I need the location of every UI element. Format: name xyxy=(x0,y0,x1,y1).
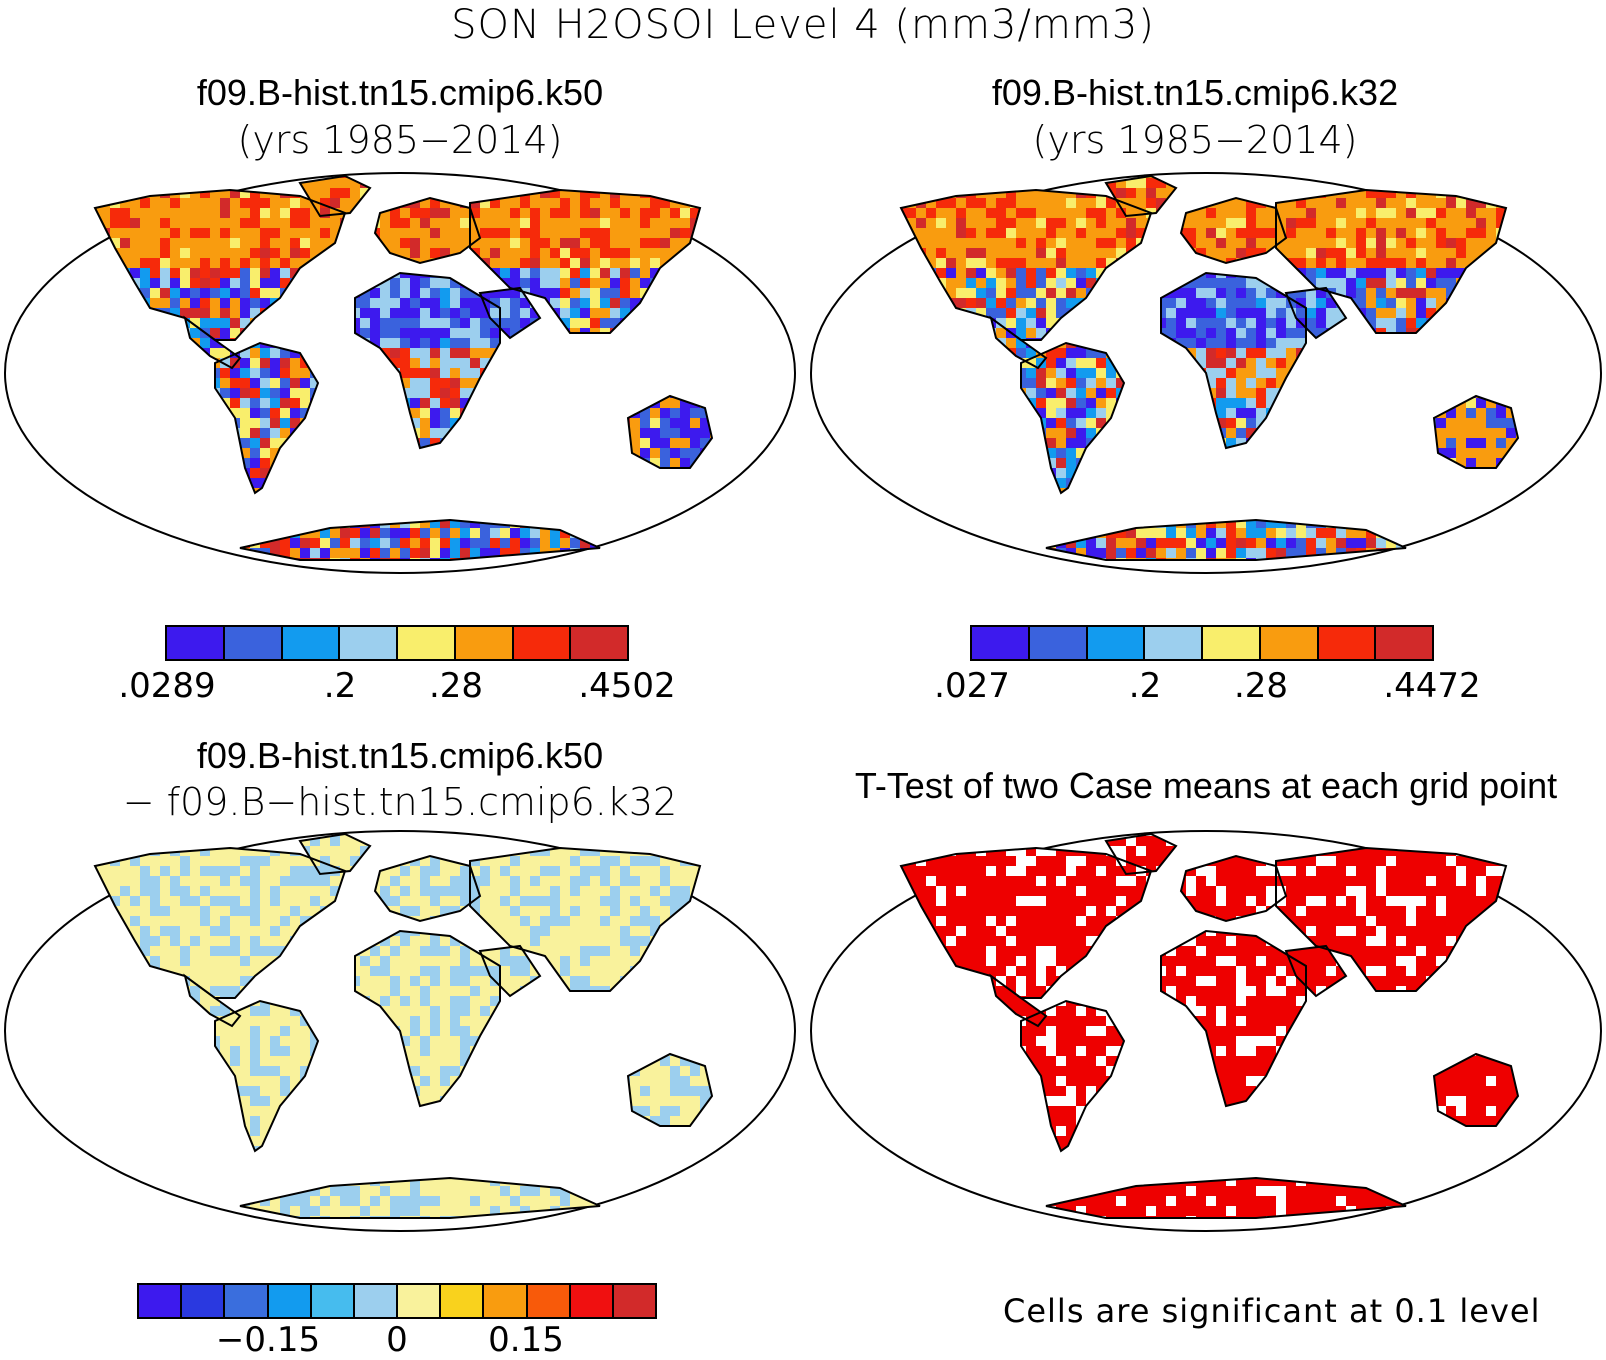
tick-label: .027 xyxy=(934,666,1010,706)
colorbar-swatch xyxy=(312,1285,355,1317)
map-top-right xyxy=(806,168,1606,578)
colorbar-swatch xyxy=(484,1285,527,1317)
colorbar-swatch xyxy=(571,627,627,659)
colorbar-swatch xyxy=(528,1285,571,1317)
colorbar-swatch xyxy=(139,1285,182,1317)
colorbar-top-right xyxy=(970,625,1434,661)
colorbar-swatch xyxy=(225,1285,268,1317)
tick-label: .2 xyxy=(1129,666,1161,706)
tick-label: .28 xyxy=(429,666,483,706)
map-bottom-left xyxy=(0,826,800,1236)
tick-label: 0 xyxy=(386,1320,408,1360)
tick-label: .2 xyxy=(324,666,356,706)
panel-title-top-left: f09.B-hist.tn15.cmip6.k50 xyxy=(20,72,780,114)
figure-title: SON H2OSOI Level 4 (mm3/mm3) xyxy=(0,2,1606,48)
colorbar-swatch xyxy=(340,627,398,659)
colorbar-swatch xyxy=(571,1285,614,1317)
colorbar-swatch xyxy=(972,627,1030,659)
colorbar-swatch xyxy=(514,627,572,659)
colorbar-swatch xyxy=(269,1285,312,1317)
significance-note: Cells are significant at 0.1 level xyxy=(1003,1292,1540,1330)
colorbar-swatch xyxy=(398,1285,441,1317)
tick-label: .0289 xyxy=(118,666,215,706)
panel-title-bottom-right: T-Test of two Case means at each grid po… xyxy=(806,765,1606,807)
tick-label: .28 xyxy=(1234,666,1288,706)
colorbar-swatch xyxy=(167,627,225,659)
colorbar-swatch xyxy=(1376,627,1432,659)
map-top-left xyxy=(0,168,800,578)
panel-subtitle-top-right: (yrs 1985−2014) xyxy=(815,118,1575,162)
colorbar-bottom-left xyxy=(137,1283,657,1319)
tick-label: −0.15 xyxy=(216,1320,320,1360)
colorbar-swatch xyxy=(1088,627,1146,659)
colorbar-swatch xyxy=(1145,627,1203,659)
colorbar-swatch xyxy=(355,1285,398,1317)
colorbar-swatch xyxy=(182,1285,225,1317)
panel-subtitle-bottom-left: − f09.B−hist.tn15.cmip6.k32 xyxy=(20,780,780,824)
colorbar-swatch xyxy=(1261,627,1319,659)
tick-label: 0.15 xyxy=(488,1320,564,1360)
panel-subtitle-top-left: (yrs 1985−2014) xyxy=(20,118,780,162)
colorbar-swatch xyxy=(441,1285,484,1317)
colorbar-swatch xyxy=(456,627,514,659)
colorbar-swatch xyxy=(283,627,341,659)
tick-label: .4472 xyxy=(1383,666,1480,706)
colorbar-swatch xyxy=(1319,627,1377,659)
colorbar-swatch xyxy=(1030,627,1088,659)
panel-title-bottom-left: f09.B-hist.tn15.cmip6.k50 xyxy=(20,735,780,777)
map-bottom-right xyxy=(806,826,1606,1236)
colorbar-top-left xyxy=(165,625,629,661)
panel-title-top-right: f09.B-hist.tn15.cmip6.k32 xyxy=(815,72,1575,114)
colorbar-swatch xyxy=(1203,627,1261,659)
colorbar-swatch xyxy=(398,627,456,659)
tick-label: .4502 xyxy=(578,666,675,706)
colorbar-swatch xyxy=(614,1285,655,1317)
colorbar-swatch xyxy=(225,627,283,659)
